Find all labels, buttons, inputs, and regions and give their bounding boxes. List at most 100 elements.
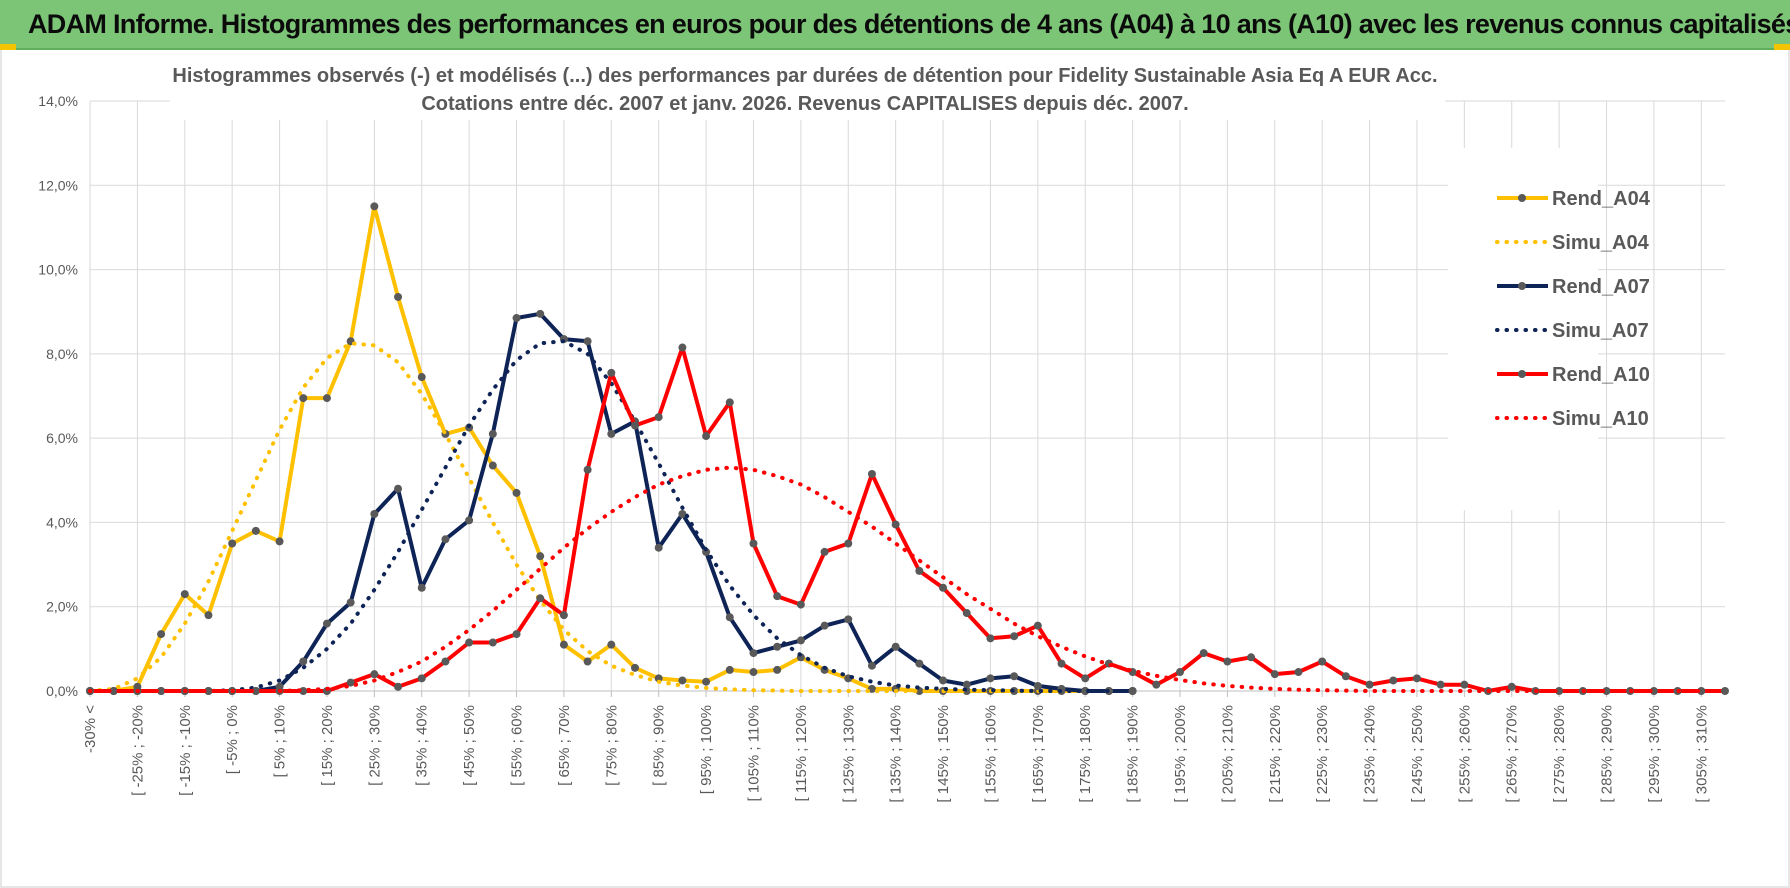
rend-a07-marker xyxy=(939,676,948,685)
legend-marker-rend-a04 xyxy=(1518,194,1526,202)
x-tick-label: [ 65% ; 70% xyxy=(556,705,573,786)
rend-a07-marker xyxy=(773,642,782,651)
rend-a10-marker xyxy=(441,657,450,666)
rend-a10-marker xyxy=(820,547,829,556)
x-tick-label: [ -5% ; 0% xyxy=(224,705,241,774)
rend-a07-marker xyxy=(394,484,403,493)
rend-a10-marker xyxy=(512,630,521,639)
x-tick-label: [ -25% ; -20% xyxy=(129,705,146,796)
x-tick-label: [ 125% ; 130% xyxy=(840,705,857,803)
rend-a04-marker xyxy=(607,640,616,649)
rend-a10-marker xyxy=(962,609,971,618)
x-tick-label: [ 275% ; 280% xyxy=(1551,705,1568,803)
rend-a10-marker xyxy=(725,398,734,407)
rend-a10-marker xyxy=(702,432,711,441)
legend-label-simu-a04: Simu_A04 xyxy=(1552,232,1650,254)
rend-a07-marker xyxy=(346,598,355,607)
rend-a10-marker xyxy=(346,678,355,687)
rend-a07-marker xyxy=(867,661,876,670)
simu-a07-line xyxy=(88,339,1135,693)
rend-a10-marker xyxy=(631,421,639,430)
rend-a10-marker xyxy=(1602,687,1611,695)
rend-a04-marker xyxy=(773,665,782,674)
x-tick-label: [ 295% ; 300% xyxy=(1646,705,1663,803)
x-tick-label: [ 305% ; 310% xyxy=(1693,705,1710,803)
rend-a07-marker xyxy=(1081,687,1090,695)
rend-a07-marker xyxy=(915,659,924,668)
rend-a10-marker xyxy=(1176,668,1184,677)
rend-a07-marker xyxy=(583,337,592,346)
rend-a10-marker xyxy=(251,687,260,695)
rend-a10-marker xyxy=(204,687,213,695)
rend-a10-marker xyxy=(1721,687,1729,695)
rend-a07-marker xyxy=(512,314,521,323)
histogram-chart: 0,0% 2,0% 4,0% 6,0% 8,0% 10,0% 12,0% 14,0% -30% … xyxy=(38,58,1729,803)
rend-a10-marker xyxy=(678,343,687,352)
x-tick-label: [ 5% ; 10% xyxy=(272,705,289,778)
rend-a10-marker xyxy=(1247,653,1256,662)
rend-a04-marker xyxy=(204,611,213,620)
rend-a10-marker xyxy=(1152,680,1161,689)
rend-a04-marker xyxy=(512,488,521,497)
rend-a10-marker xyxy=(773,592,782,601)
y-tick-label: 8,0% xyxy=(46,346,78,362)
rend-a10-marker xyxy=(986,634,995,643)
title-backdrop xyxy=(170,58,1445,120)
rend-a04-marker xyxy=(488,461,497,470)
y-tick-label: 6,0% xyxy=(46,430,78,446)
rend-a10-marker xyxy=(1436,680,1445,689)
rend-a04-marker xyxy=(417,373,426,382)
rend-a10-marker xyxy=(157,687,166,695)
rend-a07-marker xyxy=(1010,672,1019,681)
rend-a04-marker xyxy=(299,394,308,403)
rend-a04-marker xyxy=(394,292,403,301)
simu-a10-line xyxy=(88,465,1727,693)
rend-a10-marker xyxy=(488,638,497,647)
rend-a07-marker xyxy=(749,649,758,658)
rend-a07-marker xyxy=(654,543,663,552)
rend-a07-marker xyxy=(465,516,474,525)
rend-a10-marker xyxy=(1697,687,1706,695)
rend-a04-marker xyxy=(559,640,568,649)
rend-a04-marker xyxy=(251,526,260,535)
rend-a10-marker xyxy=(394,682,403,691)
legend-label-simu-a07: Simu_A07 xyxy=(1552,320,1649,342)
rend-a10-marker xyxy=(536,594,545,603)
legend-marker-rend-a10 xyxy=(1518,370,1526,378)
x-tick-label: [ 175% ; 180% xyxy=(1077,705,1094,803)
y-tick-label: 2,0% xyxy=(46,599,78,615)
legend-label-simu-a10: Simu_A10 xyxy=(1552,408,1649,430)
x-tick-label: [ 235% ; 240% xyxy=(1362,705,1379,803)
rend-a10-marker xyxy=(109,687,118,695)
x-tick-label: [ 95% ; 100% xyxy=(698,705,715,794)
rend-a10-marker xyxy=(1081,674,1090,683)
x-tick-label: [ 15% ; 20% xyxy=(319,705,336,786)
rend-a07-marker xyxy=(986,674,995,683)
rend-a07-marker xyxy=(891,642,900,651)
rend-a04-marker xyxy=(370,202,379,211)
x-tick-label: [ 35% ; 40% xyxy=(414,705,431,786)
rend-a04-marker xyxy=(180,590,189,599)
legend-label-rend-a10: Rend_A10 xyxy=(1552,364,1650,386)
title-banner: ADAM Informe. Histogrammes des performan… xyxy=(0,0,1790,50)
rend-a10-marker xyxy=(1365,680,1374,689)
x-tick-label: [ 55% ; 60% xyxy=(509,705,526,786)
y-tick-label: 12,0% xyxy=(38,177,78,193)
rend-a10-marker xyxy=(607,368,616,377)
rend-a07-marker xyxy=(488,429,497,438)
legend-marker-rend-a07 xyxy=(1518,282,1526,290)
rend-a07-marker xyxy=(962,680,971,689)
rend-a10-marker xyxy=(299,687,308,695)
banner-corner-left xyxy=(0,44,16,50)
x-tick-label: [ 245% ; 250% xyxy=(1409,705,1426,803)
rend-a10-marker xyxy=(1270,670,1279,679)
rend-a10-marker xyxy=(915,566,924,575)
x-tick-label: [ 215% ; 220% xyxy=(1267,705,1284,803)
rend-a10-marker xyxy=(370,670,379,679)
rend-a10-marker xyxy=(1199,649,1208,658)
rend-a10-marker xyxy=(417,674,426,683)
rend-a07-marker xyxy=(607,429,616,438)
x-tick-label: [ 195% ; 200% xyxy=(1172,705,1189,803)
rend-a10-marker xyxy=(1294,668,1303,677)
rend-a10-marker xyxy=(1649,687,1658,695)
